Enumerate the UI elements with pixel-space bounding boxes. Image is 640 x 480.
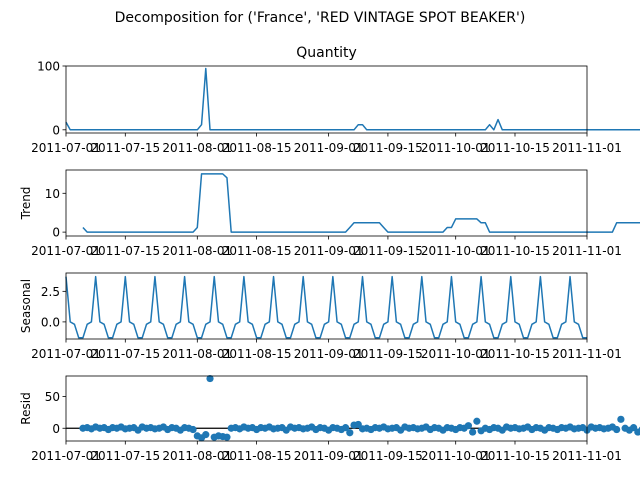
x-tick-label: 2011-09-15: [353, 347, 423, 361]
y-tick-label: 50: [45, 390, 60, 404]
panel-2-ylabel: Trend: [19, 187, 33, 221]
y-tick-label: 100: [37, 60, 60, 74]
panel-3-series-line: [65, 275, 587, 339]
x-tick-label: 2011-08-01: [162, 347, 232, 361]
panel-3-ylabel: Seasonal: [19, 279, 33, 333]
resid-point: [346, 429, 354, 437]
x-tick-label: 2011-07-15: [90, 449, 160, 463]
panel-2-frame: [65, 169, 588, 237]
resid-point: [341, 424, 350, 432]
x-tick-label: 2011-11-01: [552, 449, 622, 463]
y-tick-label: 0.0: [41, 315, 60, 329]
x-tick-label: 2011-08-01: [162, 449, 232, 463]
resid-point: [202, 431, 210, 439]
resid-point: [473, 417, 481, 425]
x-tick-label: 2011-10-15: [480, 244, 550, 258]
x-tick-label: 2011-07-01: [31, 347, 101, 361]
x-tick-label: 2011-08-15: [222, 244, 292, 258]
panel-2-series-line: [82, 173, 640, 233]
x-tick-label: 2011-11-01: [552, 141, 622, 155]
x-tick-label: 2011-09-01: [294, 244, 364, 258]
x-tick-label: 2011-07-01: [31, 244, 101, 258]
x-tick-label: 2011-09-15: [353, 449, 423, 463]
x-tick-label: 2011-10-01: [421, 449, 491, 463]
figure-suptitle: Decomposition for ('France', 'RED VINTAG…: [115, 10, 526, 26]
resid-point: [629, 424, 638, 432]
y-tick-label: 10: [45, 187, 60, 201]
x-tick-label: 2011-09-15: [353, 244, 423, 258]
resid-point: [617, 415, 625, 423]
resid-point: [189, 425, 197, 434]
x-tick-label: 2011-11-01: [552, 244, 622, 258]
resid-point: [469, 428, 477, 436]
panel-1-series-line: [65, 67, 640, 131]
x-tick-label: 2011-07-01: [31, 141, 101, 155]
x-tick-label: 2011-07-15: [90, 141, 160, 155]
resid-point: [613, 425, 621, 434]
resid-point: [223, 433, 231, 441]
x-tick-label: 2011-08-15: [222, 141, 292, 155]
x-tick-label: 2011-09-01: [294, 141, 364, 155]
y-tick-label: 0: [52, 123, 60, 137]
panel-4-ylabel: Resid: [19, 392, 33, 424]
x-tick-label: 2011-08-01: [162, 244, 232, 258]
panel-4-frame: [65, 375, 588, 442]
x-tick-label: 2011-09-01: [294, 449, 364, 463]
x-tick-label: 2011-09-01: [294, 347, 364, 361]
x-tick-label: 2011-10-01: [421, 244, 491, 258]
y-tick-label: 2.5: [41, 285, 60, 299]
panel-1-frame: [65, 65, 588, 134]
resid-point: [464, 422, 472, 430]
x-tick-label: 2011-10-01: [421, 141, 491, 155]
x-tick-label: 2011-10-15: [480, 141, 550, 155]
x-tick-label: 2011-07-15: [90, 347, 160, 361]
x-tick-label: 2011-09-15: [353, 141, 423, 155]
resid-point: [206, 374, 214, 383]
x-tick-label: 2011-11-01: [552, 347, 622, 361]
panel-3-frame: [65, 272, 588, 340]
y-tick-label: 0: [52, 226, 60, 240]
x-tick-label: 2011-08-01: [162, 141, 232, 155]
y-tick-label: 0: [52, 422, 60, 436]
x-tick-label: 2011-10-01: [421, 347, 491, 361]
x-tick-label: 2011-07-01: [31, 449, 101, 463]
x-tick-label: 2011-08-15: [222, 449, 292, 463]
resid-point: [354, 420, 362, 429]
panel-1-title: Quantity: [296, 45, 357, 61]
x-tick-label: 2011-10-15: [480, 449, 550, 463]
x-tick-label: 2011-08-15: [222, 347, 292, 361]
x-tick-label: 2011-10-15: [480, 347, 550, 361]
x-tick-label: 2011-07-15: [90, 244, 160, 258]
